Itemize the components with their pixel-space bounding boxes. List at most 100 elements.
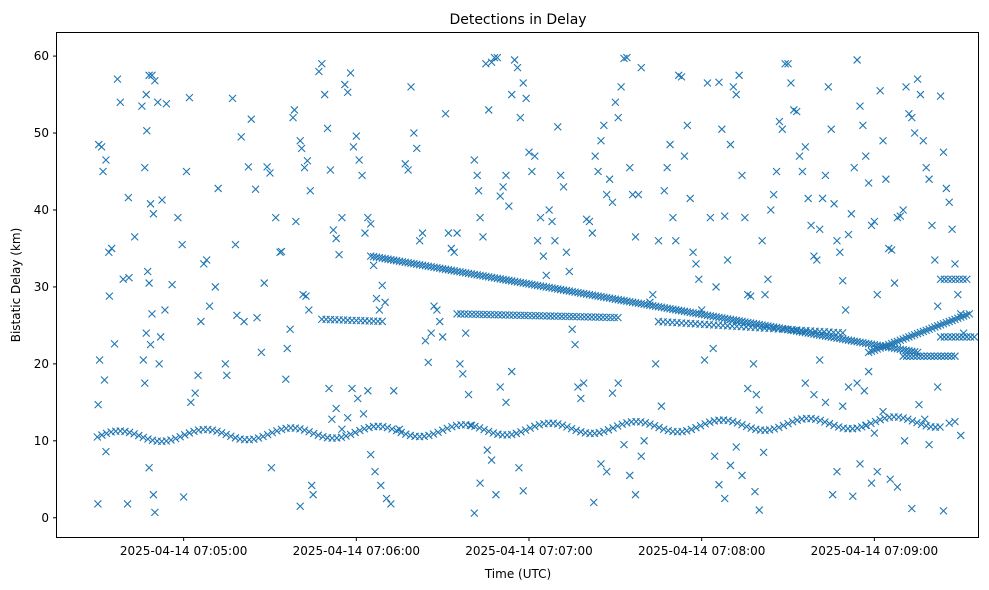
data-point — [389, 386, 398, 395]
data-point — [608, 198, 617, 207]
data-point — [899, 352, 908, 361]
data-point — [464, 390, 473, 399]
data-point — [611, 98, 620, 107]
data-point — [775, 117, 784, 126]
data-point — [818, 194, 827, 203]
data-point — [337, 433, 346, 442]
data-point — [531, 311, 540, 320]
data-point — [856, 460, 864, 468]
data-point — [249, 435, 258, 444]
data-point — [576, 394, 585, 403]
data-point — [450, 248, 459, 257]
data-point — [228, 94, 237, 103]
data-point — [609, 424, 617, 432]
data-point — [936, 423, 944, 431]
data-point — [307, 481, 316, 490]
data-point — [917, 420, 926, 429]
data-point — [640, 436, 649, 445]
data-point — [493, 53, 502, 62]
data-point — [441, 109, 450, 118]
data-point — [300, 163, 309, 172]
data-point — [554, 312, 562, 321]
data-point — [751, 487, 759, 496]
data-point — [145, 463, 153, 472]
data-point — [867, 419, 875, 428]
data-point — [824, 82, 833, 91]
data-point — [360, 424, 369, 433]
data-point — [956, 309, 965, 318]
data-point — [498, 311, 506, 319]
data-point — [530, 422, 539, 431]
data-point — [528, 167, 536, 176]
data-point — [720, 212, 729, 221]
data-point — [879, 407, 887, 416]
data-point — [597, 460, 605, 468]
data-point — [740, 213, 749, 222]
data-point — [471, 310, 480, 319]
data-point — [723, 256, 732, 264]
data-point — [519, 79, 528, 87]
data-point — [579, 379, 588, 387]
data-point — [738, 420, 746, 429]
data-point — [772, 167, 781, 176]
data-point — [701, 419, 710, 428]
data-point — [625, 471, 634, 480]
data-point — [678, 427, 687, 436]
data-point — [182, 167, 191, 176]
x-tick-label: 2025-04-14 07:08:00 — [638, 544, 765, 558]
data-point — [460, 310, 469, 318]
data-point — [329, 226, 338, 234]
data-point — [420, 432, 429, 441]
data-point — [922, 421, 931, 430]
data-point — [551, 236, 559, 245]
data-point — [853, 379, 862, 387]
data-point — [844, 383, 853, 391]
data-point — [456, 310, 465, 318]
data-point — [305, 427, 314, 436]
data-point — [743, 384, 752, 393]
data-point — [475, 310, 484, 319]
data-point — [556, 171, 565, 180]
data-point — [742, 422, 751, 431]
data-point — [834, 423, 843, 431]
data-point — [94, 400, 103, 409]
data-point — [267, 463, 276, 472]
data-point — [185, 93, 194, 102]
data-point — [769, 190, 778, 199]
data-point — [237, 132, 246, 141]
data-point — [401, 430, 410, 438]
data-point — [585, 217, 594, 226]
data-point — [705, 418, 714, 427]
data-point — [827, 125, 836, 134]
data-point — [512, 429, 521, 438]
data-point — [903, 415, 912, 424]
data-point — [801, 142, 810, 151]
data-point — [746, 292, 755, 301]
data-point — [940, 333, 949, 341]
data-point — [363, 213, 372, 222]
data-point — [407, 82, 415, 91]
data-point — [100, 376, 109, 384]
data-point — [404, 166, 413, 174]
data-point — [340, 80, 349, 89]
data-point — [429, 430, 438, 438]
data-point — [726, 461, 735, 470]
data-point — [95, 356, 104, 364]
data-point — [553, 122, 562, 131]
data-point — [205, 302, 214, 311]
data-point — [430, 302, 438, 311]
data-point — [320, 90, 329, 99]
data-point — [361, 229, 369, 237]
data-point — [899, 414, 908, 422]
data-point — [715, 78, 723, 87]
data-point — [792, 107, 801, 116]
data-point — [376, 481, 385, 490]
data-point — [134, 431, 143, 440]
data-point — [186, 398, 195, 407]
data-point — [646, 420, 654, 429]
data-point — [130, 429, 139, 438]
data-point — [142, 329, 151, 337]
data-point — [273, 426, 281, 435]
data-point — [907, 113, 916, 122]
data-point — [443, 424, 452, 433]
